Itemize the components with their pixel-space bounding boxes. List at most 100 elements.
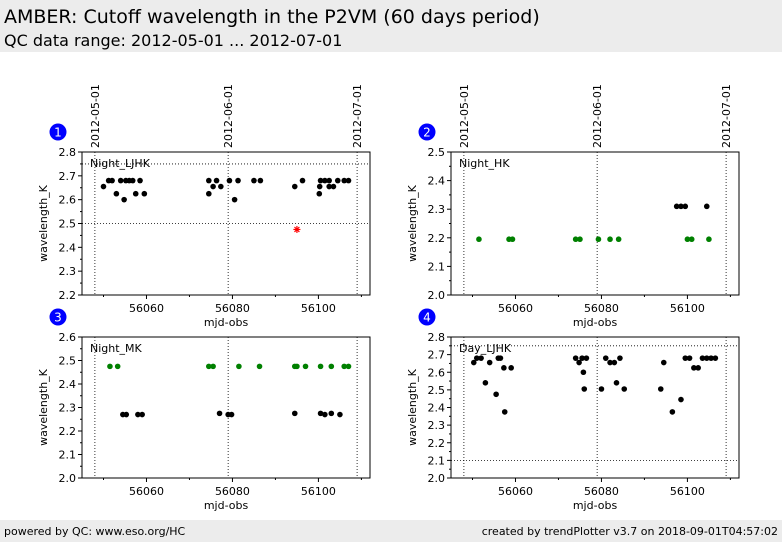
- data-point: [228, 411, 235, 418]
- x-axis-label: mjd-obs: [204, 316, 249, 329]
- data-point: [251, 177, 257, 184]
- date-marker-label: 2012-06-01: [222, 84, 235, 148]
- outlier-point: [293, 225, 301, 233]
- data-point: [678, 396, 684, 403]
- data-point: [226, 177, 233, 184]
- data-point: [580, 369, 587, 376]
- data-point: [129, 177, 136, 184]
- plot-frame: [450, 336, 740, 479]
- y-tick-label: 2.5: [59, 218, 77, 231]
- data-point: [206, 177, 212, 184]
- x-tick-label: 56100: [670, 302, 705, 315]
- data-point: [509, 236, 516, 243]
- panel-badge: [418, 123, 436, 141]
- data-point: [501, 365, 507, 371]
- y-axis-label: wavelength_K: [406, 368, 419, 446]
- x-tick-label: 56100: [301, 302, 336, 315]
- data-point: [660, 359, 667, 366]
- data-point: [113, 190, 120, 197]
- data-point: [206, 363, 212, 370]
- data-point: [322, 411, 328, 418]
- data-point: [216, 410, 223, 417]
- chart-panel-2: 2012-05-01 2012-06-01 2012-07-01 2.0 2.1 2.2 2…: [406, 84, 740, 329]
- data-point: [497, 355, 504, 361]
- data-point: [210, 183, 216, 190]
- data-point: [482, 380, 489, 386]
- data-point: [256, 363, 263, 370]
- y-tick-label: 2.0: [59, 472, 77, 485]
- y-tick-label: 2.4: [59, 241, 77, 254]
- data-point: [706, 236, 712, 243]
- x-axis-label: mjd-obs: [573, 316, 618, 329]
- panel-badge: [49, 308, 67, 326]
- data-point: [235, 177, 241, 184]
- plot-frame: [450, 151, 740, 296]
- y-tick-label: 2.5: [428, 146, 446, 159]
- x-tick-label: 56060: [129, 302, 164, 315]
- data-point: [579, 355, 585, 361]
- data-point: [210, 363, 216, 370]
- date-marker-label: 2012-07-01: [720, 84, 733, 148]
- data-point: [299, 177, 306, 184]
- data-point: [473, 355, 480, 361]
- data-point: [501, 409, 508, 415]
- data-point: [337, 411, 343, 418]
- y-tick-label: 2.4: [428, 402, 446, 415]
- data-point: [135, 411, 141, 418]
- data-point: [139, 411, 145, 418]
- y-tick-label: 2.5: [428, 384, 446, 397]
- data-point: [613, 380, 620, 386]
- data-point: [669, 409, 676, 415]
- panel-badge-number: 2: [423, 126, 431, 140]
- data-point: [598, 386, 605, 392]
- data-point: [684, 236, 691, 243]
- data-point: [699, 355, 706, 361]
- y-tick-label: 2.5: [59, 355, 77, 368]
- x-tick-label: 56080: [584, 302, 619, 315]
- date-marker-label: 2012-05-01: [89, 84, 102, 148]
- data-point: [231, 196, 238, 203]
- y-tick-label: 2.4: [428, 175, 446, 188]
- data-point: [328, 410, 335, 417]
- data-point: [316, 190, 323, 197]
- data-point: [673, 203, 680, 210]
- y-tick-label: 2.2: [59, 289, 77, 302]
- y-tick-label: 2.1: [428, 454, 446, 467]
- page-subtitle: QC data range: 2012-05-01 ... 2012-07-01: [4, 31, 343, 50]
- panel-badge-number: 3: [54, 311, 62, 325]
- x-tick-label: 56060: [498, 302, 533, 315]
- data-point: [703, 203, 710, 210]
- data-point: [141, 190, 148, 197]
- data-point: [583, 355, 590, 361]
- y-tick-label: 2.3: [59, 402, 77, 415]
- y-tick-label: 2.7: [428, 349, 446, 362]
- data-point: [100, 183, 107, 190]
- y-tick-label: 2.2: [428, 437, 446, 450]
- y-tick-label: 2.0: [428, 289, 446, 302]
- data-point: [678, 203, 684, 210]
- panel-badge-number: 4: [423, 311, 431, 325]
- header-bar: AMBER: Cutoff wavelength in the P2VM (60…: [0, 0, 782, 52]
- chart-panel-1: 2012-05-01 2012-06-01 2012-07-01 2.2 2.3 2.4 2…: [37, 84, 371, 329]
- data-point: [109, 177, 115, 184]
- data-point: [576, 359, 582, 366]
- y-tick-label: 2.4: [59, 378, 77, 391]
- panel-label: Night_HK: [459, 157, 510, 170]
- data-point: [595, 236, 602, 243]
- data-point: [114, 363, 121, 370]
- data-point: [345, 363, 352, 370]
- data-point: [682, 203, 689, 210]
- data-point: [345, 177, 352, 184]
- data-point: [708, 355, 714, 361]
- data-point: [107, 363, 113, 370]
- data-point: [688, 236, 695, 243]
- data-point: [493, 391, 499, 398]
- data-point: [257, 177, 264, 184]
- x-tick-label: 56100: [301, 485, 336, 498]
- data-point: [476, 236, 482, 243]
- data-point: [695, 365, 701, 371]
- panel-badge-number: 1: [54, 126, 62, 140]
- y-tick-label: 2.3: [59, 265, 77, 278]
- data-point: [291, 183, 298, 190]
